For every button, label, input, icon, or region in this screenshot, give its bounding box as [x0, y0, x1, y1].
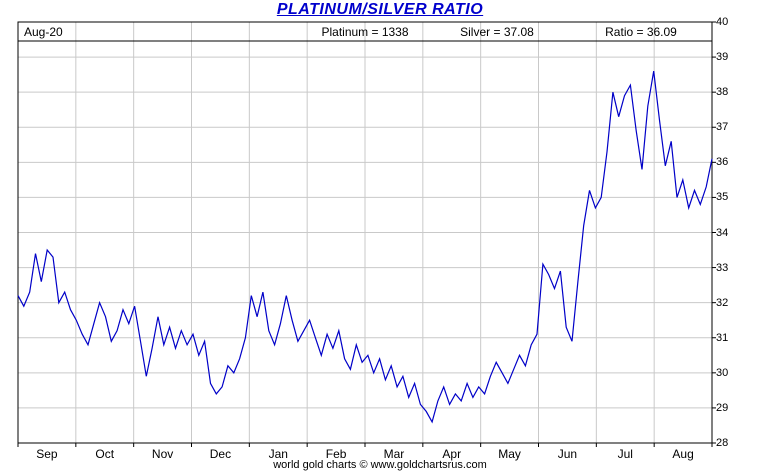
chart-title: PLATINUM/SILVER RATIO: [276, 1, 484, 18]
y-tick-label: 28: [716, 437, 729, 449]
x-tick-label: Jan: [268, 447, 288, 461]
x-tick-label: Sep: [36, 447, 58, 461]
y-tick-label: 38: [716, 86, 729, 99]
y-tick-label: 30: [716, 366, 729, 379]
y-tick-label: 33: [716, 261, 729, 274]
platinum-value-label: Platinum = 1338: [321, 25, 409, 39]
x-tick-label: Jul: [617, 447, 633, 461]
date-label: Aug-20: [24, 25, 63, 39]
x-tick-label: Dec: [209, 447, 232, 461]
x-tick-label: May: [498, 447, 521, 461]
silver-value-label: Silver = 37.08: [460, 25, 534, 39]
y-tick-label: 36: [716, 156, 729, 169]
x-tick-label: Aug: [672, 447, 694, 461]
y-tick-label: 29: [716, 401, 729, 414]
x-tick-label: Mar: [383, 447, 405, 461]
x-tick-label: Apr: [442, 447, 462, 461]
y-tick-label: 40: [716, 16, 729, 28]
ratio-line-series: [17, 71, 713, 424]
y-tick-label: 32: [716, 296, 729, 309]
y-tick-label: 35: [716, 191, 729, 204]
y-tick-label: 39: [716, 51, 729, 64]
x-tick-label: Feb: [325, 447, 347, 461]
x-tick-label: Nov: [151, 447, 174, 461]
plot-frame: [17, 21, 713, 444]
y-tick-label: 31: [716, 331, 729, 344]
footer-credit: world gold charts © www.goldchartsrus.co…: [273, 459, 487, 471]
y-tick-label: 34: [716, 226, 729, 239]
x-tick-label: Jun: [557, 447, 578, 461]
ratio-value-label: Ratio = 36.09: [605, 25, 677, 39]
y-tick-label: 37: [716, 121, 729, 134]
x-tick-label: Oct: [95, 447, 115, 461]
